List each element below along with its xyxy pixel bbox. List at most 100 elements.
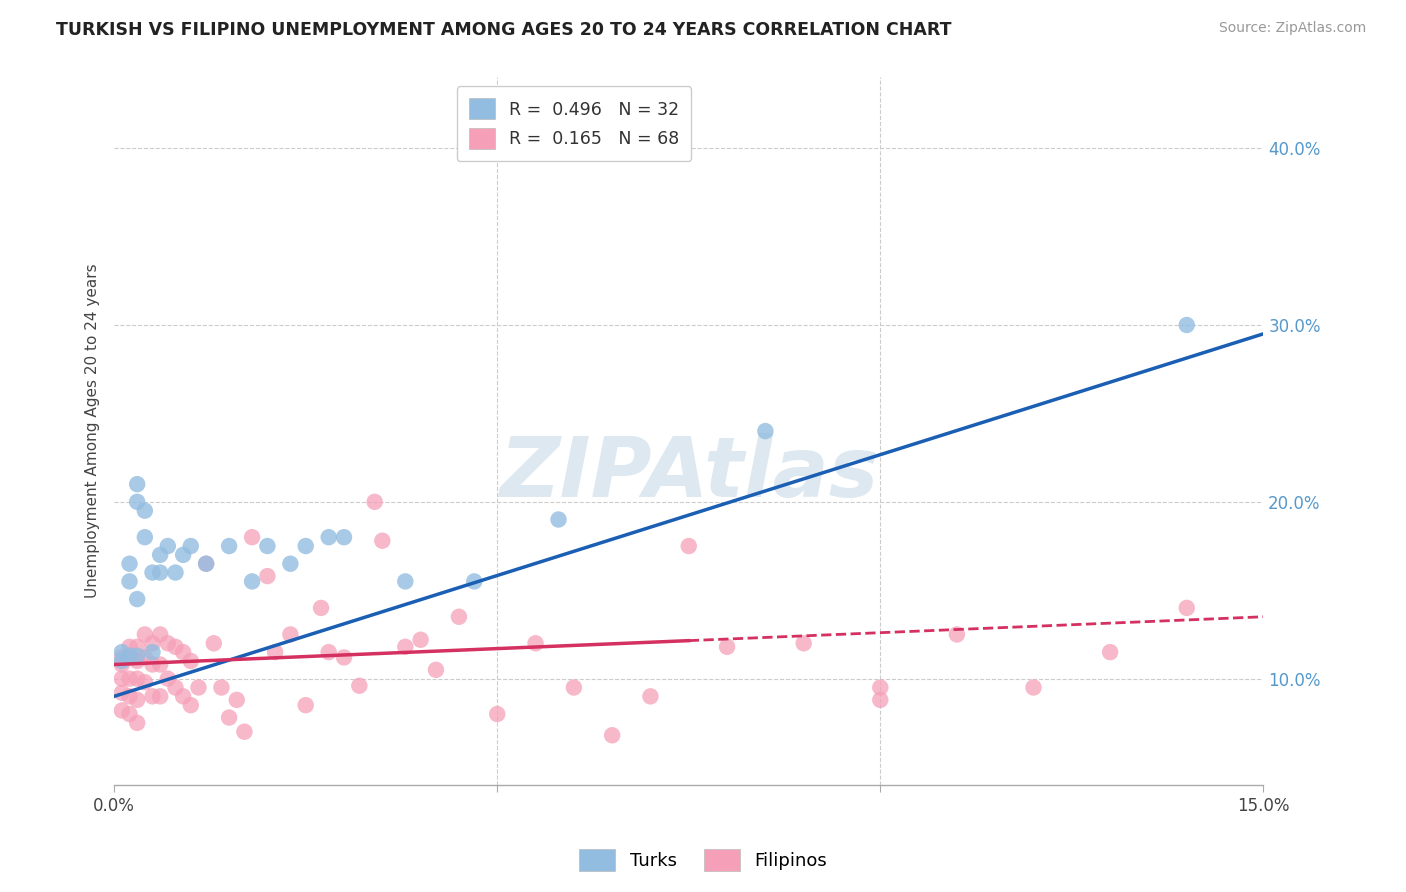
Text: Source: ZipAtlas.com: Source: ZipAtlas.com xyxy=(1219,21,1367,35)
Point xyxy=(349,679,371,693)
Point xyxy=(209,681,232,695)
Point xyxy=(318,530,340,544)
Point xyxy=(640,690,662,704)
Point xyxy=(156,672,179,686)
Point xyxy=(524,636,547,650)
Point xyxy=(218,710,240,724)
Point xyxy=(793,636,815,650)
Point xyxy=(141,566,163,580)
Point xyxy=(447,609,470,624)
Point xyxy=(869,681,891,695)
Point xyxy=(156,636,179,650)
Point xyxy=(111,650,134,665)
Text: TURKISH VS FILIPINO UNEMPLOYMENT AMONG AGES 20 TO 24 YEARS CORRELATION CHART: TURKISH VS FILIPINO UNEMPLOYMENT AMONG A… xyxy=(56,21,952,38)
Point xyxy=(195,557,218,571)
Point xyxy=(149,627,172,641)
Point xyxy=(156,539,179,553)
Point xyxy=(127,693,149,707)
Point xyxy=(256,539,278,553)
Point xyxy=(141,690,163,704)
Point xyxy=(165,640,187,654)
Point xyxy=(600,728,623,742)
Point xyxy=(180,539,202,553)
Point xyxy=(127,477,149,491)
Point xyxy=(294,698,316,713)
Point xyxy=(118,648,141,663)
Point xyxy=(180,654,202,668)
Point xyxy=(141,645,163,659)
Point xyxy=(333,530,356,544)
Point xyxy=(363,495,385,509)
Point xyxy=(118,574,141,589)
Point xyxy=(547,512,569,526)
Point xyxy=(149,548,172,562)
Point xyxy=(195,557,218,571)
Point xyxy=(118,690,141,704)
Point xyxy=(127,654,149,668)
Point xyxy=(280,627,302,641)
Point xyxy=(118,706,141,721)
Point xyxy=(127,672,149,686)
Point xyxy=(127,648,149,663)
Point xyxy=(946,627,969,641)
Point xyxy=(111,645,134,659)
Point xyxy=(149,657,172,672)
Point xyxy=(264,645,287,659)
Point xyxy=(141,636,163,650)
Point xyxy=(1099,645,1122,659)
Point xyxy=(141,657,163,672)
Point xyxy=(149,566,172,580)
Point xyxy=(127,640,149,654)
Point xyxy=(562,681,585,695)
Point xyxy=(134,504,156,518)
Point xyxy=(1175,318,1198,332)
Point xyxy=(463,574,485,589)
Point xyxy=(180,698,202,713)
Point xyxy=(134,627,156,641)
Point xyxy=(233,724,256,739)
Point xyxy=(869,693,891,707)
Point xyxy=(127,495,149,509)
Point xyxy=(165,566,187,580)
Point xyxy=(218,539,240,553)
Point xyxy=(172,690,194,704)
Point xyxy=(118,557,141,571)
Point xyxy=(309,601,332,615)
Point xyxy=(1175,601,1198,615)
Point xyxy=(294,539,316,553)
Point xyxy=(111,686,134,700)
Point xyxy=(134,530,156,544)
Point xyxy=(240,530,263,544)
Point xyxy=(225,693,247,707)
Point xyxy=(754,424,776,438)
Point xyxy=(134,675,156,690)
Point xyxy=(256,569,278,583)
Point xyxy=(127,715,149,730)
Point xyxy=(486,706,509,721)
Point xyxy=(127,592,149,607)
Point xyxy=(149,690,172,704)
Text: ZIPAtlas: ZIPAtlas xyxy=(499,433,879,514)
Point xyxy=(118,650,141,665)
Point xyxy=(394,640,416,654)
Point xyxy=(318,645,340,659)
Point xyxy=(111,672,134,686)
Point xyxy=(371,533,394,548)
Point xyxy=(134,650,156,665)
Point xyxy=(202,636,225,650)
Point xyxy=(409,632,432,647)
Point xyxy=(678,539,700,553)
Point xyxy=(172,548,194,562)
Point xyxy=(118,672,141,686)
Point xyxy=(111,657,134,672)
Point xyxy=(240,574,263,589)
Point xyxy=(111,704,134,718)
Legend: Turks, Filipinos: Turks, Filipinos xyxy=(572,842,834,879)
Point xyxy=(111,654,134,668)
Point xyxy=(333,650,356,665)
Point xyxy=(280,557,302,571)
Y-axis label: Unemployment Among Ages 20 to 24 years: Unemployment Among Ages 20 to 24 years xyxy=(86,264,100,599)
Point xyxy=(1022,681,1045,695)
Point xyxy=(425,663,447,677)
Point xyxy=(394,574,416,589)
